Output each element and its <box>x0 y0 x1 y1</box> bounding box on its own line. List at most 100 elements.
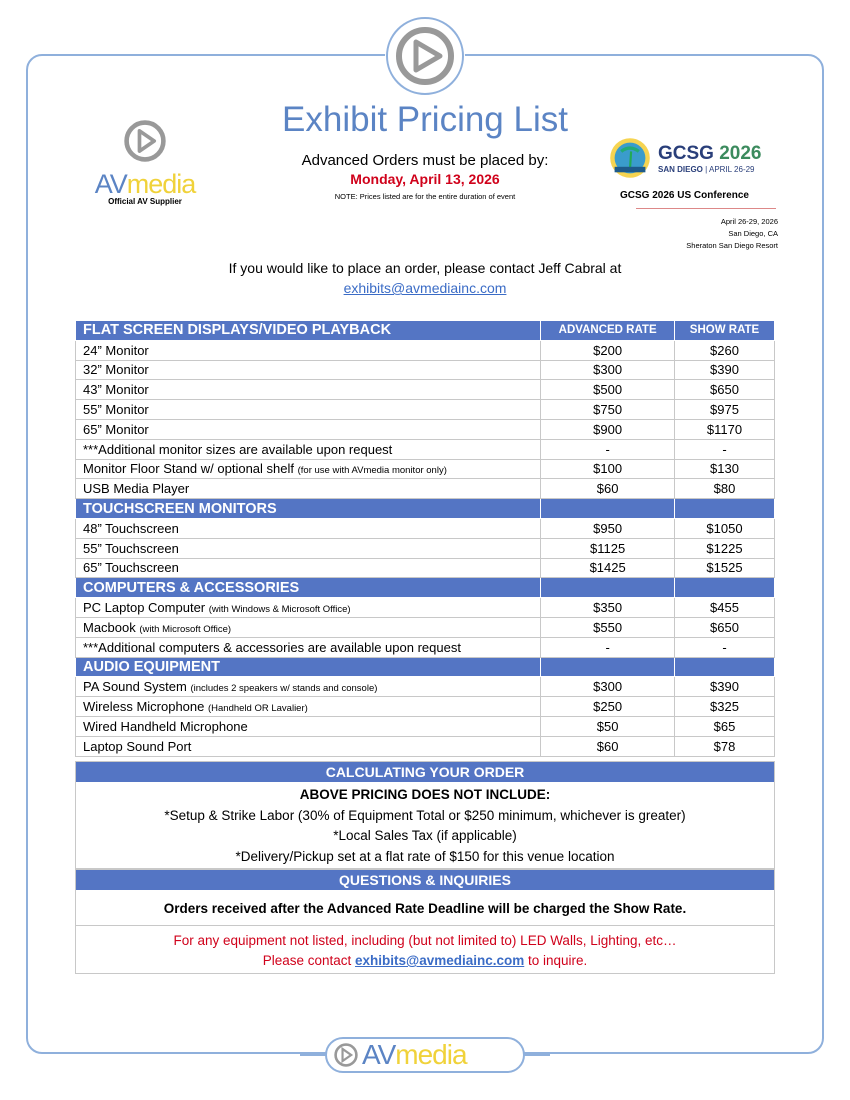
table-row: Laptop Sound Port $60 $78 <box>74 735 775 757</box>
divider <box>636 208 776 209</box>
advanced-rate: $750 <box>540 399 676 420</box>
item-name-cell: 43” Monitor <box>74 379 542 401</box>
calc-subtitle: ABOVE PRICING DOES NOT INCLUDE: <box>299 787 551 802</box>
contact-info: If you would like to place an order, ple… <box>0 258 850 298</box>
show-rate: $65 <box>674 715 775 737</box>
section-header-row: TOUCHSCREEN MONITORS <box>74 498 775 519</box>
show-rate: $390 <box>674 359 775 381</box>
event-details: April 26-29, 2026 San Diego, CA Sheraton… <box>686 216 778 252</box>
section-title: FLAT SCREEN DISPLAYS/VIDEO PLAYBACK <box>74 320 542 341</box>
advanced-rate: $950 <box>540 517 676 539</box>
advanced-rate: $50 <box>540 715 676 737</box>
brand-media: media <box>395 1039 467 1070</box>
item-name-cell: Macbook (with Microsoft Office) <box>74 616 542 638</box>
show-rate: $1525 <box>674 557 775 579</box>
item-name: USB Media Player <box>83 481 190 497</box>
table-row: 55” Monitor $750 $975 <box>74 399 775 420</box>
page-title: Exhibit Pricing List <box>282 100 568 139</box>
section-header: CALCULATING YOUR ORDER <box>76 762 774 782</box>
column-header-advanced: ADVANCED RATE <box>540 320 676 341</box>
inquiry-text: Please contact <box>262 953 356 968</box>
item-name: 55” Monitor <box>83 402 149 418</box>
item-name-cell: 55” Monitor <box>74 399 542 420</box>
table-row: USB Media Player $60 $80 <box>74 478 775 500</box>
pricing-table: FLAT SCREEN DISPLAYS/VIDEO PLAYBACK ADVAN… <box>74 320 775 757</box>
item-name-cell: Wired Handheld Microphone <box>74 715 542 737</box>
empty-cell <box>540 498 676 519</box>
advanced-rate: $350 <box>540 597 676 618</box>
table-row: 55” Touchscreen $1125 $1225 <box>74 537 775 559</box>
table-row: Macbook (with Microsoft Office) $550 $650 <box>74 616 775 638</box>
show-rate: - <box>674 636 775 658</box>
item-name: ***Additional computers & accessories ar… <box>83 639 461 655</box>
empty-cell <box>674 656 775 678</box>
show-rate: $130 <box>674 458 775 480</box>
item-name: PA Sound System <box>83 679 187 695</box>
item-name: 43” Monitor <box>83 382 149 398</box>
conference-name: GCSG 2026 US Conference <box>620 190 749 201</box>
item-name-cell: USB Media Player <box>74 478 542 500</box>
palm-tree-icon <box>610 138 650 178</box>
table-row: 65” Touchscreen $1425 $1525 <box>74 557 775 579</box>
calc-line: *Delivery/Pickup set at a flat rate of $… <box>235 848 615 864</box>
advanced-rate: $1425 <box>540 557 676 579</box>
show-rate: $390 <box>674 676 775 698</box>
contact-email-link[interactable]: exhibits@avmediainc.com <box>343 280 507 296</box>
empty-cell <box>540 656 676 678</box>
empty-cell <box>674 577 775 599</box>
event-logo-dates: | APRIL 26-29 <box>705 164 755 174</box>
inquiry-text: to inquire. <box>524 953 588 968</box>
footer-logo: AVmedia <box>325 1037 525 1073</box>
item-note: (with Windows & Microsoft Office) <box>208 604 351 616</box>
item-name-cell: Laptop Sound Port <box>74 735 542 757</box>
table-row: PA Sound System (includes 2 speakers w/ … <box>74 676 775 698</box>
section-title: TOUCHSCREEN MONITORS <box>74 498 542 519</box>
table-row: 32” Monitor $300 $390 <box>74 359 775 381</box>
advanced-rate: $300 <box>540 676 676 698</box>
show-rate: $325 <box>674 696 775 717</box>
section-header-row: AUDIO EQUIPMENT <box>74 656 775 678</box>
item-name: Wired Handheld Microphone <box>83 718 248 734</box>
item-name-cell: 32” Monitor <box>74 359 542 381</box>
event-dates: April 26-29, 2026 <box>720 217 778 226</box>
item-name: 32” Monitor <box>83 362 149 378</box>
advanced-rate: $200 <box>540 339 676 361</box>
advanced-rate: - <box>540 438 676 460</box>
item-name-cell: ***Additional monitor sizes are availabl… <box>74 438 542 460</box>
play-logo-icon <box>124 120 166 162</box>
show-rate: $650 <box>674 379 775 401</box>
item-name: 65” Touchscreen <box>83 560 179 576</box>
item-name-cell: PC Laptop Computer (with Windows & Micro… <box>74 597 542 618</box>
section-title: COMPUTERS & ACCESSORIES <box>74 577 542 599</box>
empty-cell <box>674 498 775 519</box>
brand-av: AV <box>362 1039 396 1070</box>
event-venue: Sheraton San Diego Resort <box>686 241 778 250</box>
item-name-cell: Monitor Floor Stand w/ optional shelf (f… <box>74 458 542 480</box>
advanced-orders-label: Advanced Orders must be placed by: <box>301 152 549 169</box>
item-name: 65” Monitor <box>83 421 149 437</box>
tagline: Official AV Supplier <box>108 197 182 206</box>
item-name: 24” Monitor <box>83 342 149 358</box>
brand-media: media <box>126 169 197 199</box>
play-logo-icon <box>334 1043 358 1067</box>
column-header-show: SHOW RATE <box>674 320 775 341</box>
show-rate: $1050 <box>674 517 775 539</box>
show-rate: - <box>674 438 775 460</box>
item-name-cell: Wireless Microphone (Handheld OR Lavalie… <box>74 696 542 717</box>
show-rate: $650 <box>674 616 775 638</box>
event-logo-year: 2026 <box>719 142 762 164</box>
advanced-rate: $60 <box>540 478 676 500</box>
inquiry-email-link[interactable]: exhibits@avmediainc.com <box>355 953 525 968</box>
section-title: AUDIO EQUIPMENT <box>74 656 542 678</box>
table-row: 48” Touchscreen $950 $1050 <box>74 517 775 539</box>
item-name-cell: 65” Touchscreen <box>74 557 542 579</box>
show-rate: $260 <box>674 339 775 361</box>
item-note: (for use with AVmedia monitor only) <box>297 465 447 477</box>
advanced-rate: $100 <box>540 458 676 480</box>
item-name: PC Laptop Computer <box>83 600 206 616</box>
inquiry-line: For any equipment not listed, including … <box>173 933 677 948</box>
item-name: Laptop Sound Port <box>83 738 192 754</box>
advanced-rate: $1125 <box>540 537 676 559</box>
table-row: PC Laptop Computer (with Windows & Micro… <box>74 597 775 618</box>
advanced-rate: $900 <box>540 418 676 440</box>
